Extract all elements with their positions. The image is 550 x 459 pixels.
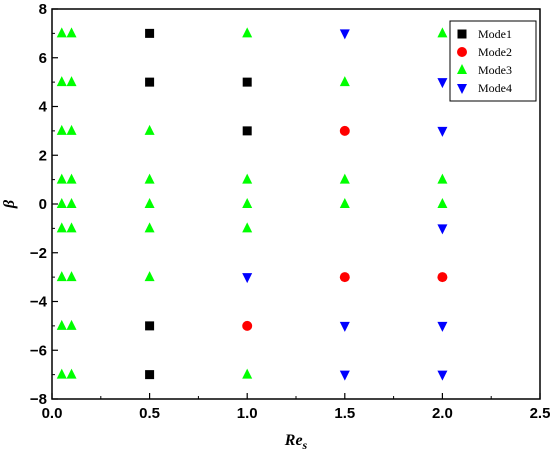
data-point bbox=[242, 368, 253, 379]
data-point bbox=[144, 173, 155, 184]
data-point bbox=[242, 320, 253, 331]
y-tick-label: 0 bbox=[39, 196, 47, 213]
x-tick-label: 1.5 bbox=[334, 405, 355, 422]
data-point bbox=[437, 173, 448, 184]
data-point bbox=[437, 78, 448, 89]
data-point bbox=[437, 224, 448, 235]
data-point bbox=[437, 272, 448, 283]
data-point bbox=[437, 126, 448, 137]
legend-label: Mode4 bbox=[478, 81, 512, 95]
data-point bbox=[56, 319, 67, 330]
data-point bbox=[242, 222, 253, 233]
data-point bbox=[339, 173, 350, 184]
data-point bbox=[339, 370, 350, 381]
data-point bbox=[339, 125, 350, 136]
x-tick-label: 2.0 bbox=[432, 405, 453, 422]
data-point bbox=[66, 124, 77, 135]
x-tick-label: 1.0 bbox=[237, 405, 258, 422]
y-tick-label: 2 bbox=[39, 147, 47, 164]
legend-label: Mode3 bbox=[478, 63, 512, 77]
data-point bbox=[66, 198, 77, 208]
data-point bbox=[242, 126, 252, 136]
series-mode2 bbox=[242, 125, 448, 331]
x-axis-label: Res bbox=[284, 432, 308, 452]
legend-label: Mode2 bbox=[478, 45, 512, 59]
legend-marker bbox=[457, 47, 467, 57]
y-tick-label: −6 bbox=[30, 342, 47, 359]
x-tick-labels: 0.0 0.5 1.0 1.5 2.0 2.5 bbox=[42, 405, 550, 422]
data-point bbox=[437, 321, 448, 332]
data-point bbox=[339, 321, 350, 332]
legend: Mode1 Mode2 Mode3 Mode4 bbox=[449, 20, 537, 102]
y-axis-label: β bbox=[1, 199, 18, 209]
data-point bbox=[56, 27, 67, 38]
data-point bbox=[339, 76, 350, 87]
data-point bbox=[56, 173, 67, 184]
data-point bbox=[56, 271, 67, 282]
data-point bbox=[242, 198, 253, 208]
y-tick-label: −8 bbox=[30, 391, 47, 408]
data-point bbox=[339, 272, 350, 283]
data-point bbox=[144, 271, 155, 282]
data-point bbox=[66, 271, 77, 282]
data-point bbox=[242, 27, 253, 38]
x-tick-label: 0.5 bbox=[139, 405, 160, 422]
series-mode4 bbox=[242, 29, 448, 381]
data-point bbox=[66, 222, 77, 233]
data-point bbox=[56, 222, 67, 233]
data-point bbox=[242, 173, 253, 184]
data-point bbox=[437, 370, 448, 381]
data-points bbox=[56, 27, 448, 381]
y-tick-label: 6 bbox=[39, 50, 47, 67]
data-point bbox=[56, 368, 67, 379]
data-point bbox=[66, 319, 77, 330]
y-tick-label: 4 bbox=[39, 99, 48, 116]
data-point bbox=[339, 29, 350, 40]
data-point bbox=[66, 173, 77, 184]
data-point bbox=[145, 28, 155, 38]
legend-marker bbox=[457, 29, 467, 39]
data-point bbox=[437, 27, 448, 38]
data-point bbox=[339, 198, 350, 208]
x-tick-label: 0.0 bbox=[42, 405, 63, 422]
data-point bbox=[66, 368, 77, 379]
data-point bbox=[144, 124, 155, 135]
data-point bbox=[56, 124, 67, 135]
data-point bbox=[145, 77, 155, 87]
data-point bbox=[145, 321, 155, 331]
data-point bbox=[242, 273, 253, 284]
legend-label: Mode1 bbox=[478, 27, 512, 41]
data-point bbox=[66, 27, 77, 38]
y-tick-label: −2 bbox=[30, 245, 47, 262]
data-point bbox=[145, 370, 155, 380]
axis-ticks bbox=[51, 8, 541, 400]
data-point bbox=[66, 76, 77, 87]
x-tick-label: 2.5 bbox=[530, 405, 550, 422]
y-tick-label: −4 bbox=[30, 294, 48, 311]
series-mode1 bbox=[145, 28, 252, 380]
series-mode3 bbox=[56, 27, 448, 379]
data-point bbox=[56, 76, 67, 87]
legend-marker bbox=[457, 84, 467, 94]
data-point bbox=[144, 198, 155, 208]
data-point bbox=[242, 77, 252, 87]
y-tick-labels: −8 −6 −4 −2 0 2 4 6 8 bbox=[30, 1, 48, 408]
data-point bbox=[437, 198, 448, 208]
x-axis-label-subscript: s bbox=[302, 438, 308, 452]
x-axis-label-main: Re bbox=[284, 432, 303, 449]
data-point bbox=[56, 198, 67, 208]
data-point bbox=[144, 222, 155, 233]
legend-marker bbox=[457, 64, 467, 74]
y-tick-label: 8 bbox=[39, 1, 47, 18]
